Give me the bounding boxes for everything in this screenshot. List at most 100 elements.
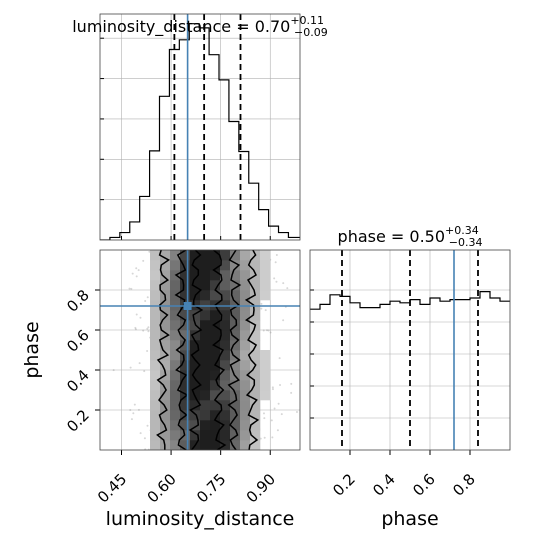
density-cell bbox=[170, 440, 181, 450]
title-minus: −0.09 bbox=[294, 26, 328, 39]
density-cell bbox=[210, 250, 221, 261]
density-cell bbox=[240, 330, 251, 341]
density-cell bbox=[240, 250, 251, 261]
density-cell bbox=[220, 250, 231, 261]
density-cell bbox=[150, 440, 161, 450]
scatter-point bbox=[271, 386, 274, 389]
density-cell bbox=[230, 300, 241, 311]
title-minus: −0.34 bbox=[449, 236, 483, 249]
y-tick-label: 0.4 bbox=[63, 366, 93, 396]
density-cell bbox=[190, 280, 201, 291]
density-cell bbox=[220, 340, 231, 351]
title-value: 0.50 bbox=[409, 227, 445, 246]
scatter-point bbox=[146, 327, 149, 330]
density-cell bbox=[160, 270, 171, 281]
scatter-point bbox=[128, 287, 131, 290]
density-cell bbox=[160, 410, 171, 421]
density-cell bbox=[250, 400, 261, 411]
density-cell bbox=[160, 280, 171, 291]
density-cell bbox=[200, 440, 211, 450]
density-cell bbox=[240, 430, 251, 441]
density-cell bbox=[250, 380, 261, 391]
scatter-point bbox=[129, 366, 132, 369]
density-cell bbox=[210, 280, 221, 291]
scatter-point bbox=[148, 250, 151, 253]
density-cell bbox=[210, 260, 221, 271]
density-cell bbox=[200, 270, 211, 281]
density-cell bbox=[220, 290, 231, 301]
y-tick-labels: 0.2 0.4 0.6 0.8 bbox=[63, 286, 93, 436]
panel-frame bbox=[99, 249, 301, 451]
density-cell bbox=[200, 330, 211, 341]
density-cell bbox=[250, 420, 261, 431]
density-cell bbox=[180, 350, 191, 361]
density-cell bbox=[150, 350, 161, 361]
density-cell bbox=[230, 290, 241, 301]
y-tick-label: 0.6 bbox=[63, 326, 93, 356]
density-cell bbox=[150, 250, 161, 261]
density-cell bbox=[220, 270, 231, 281]
density-cell bbox=[230, 330, 241, 341]
scatter-point bbox=[135, 267, 138, 270]
scatter-point bbox=[146, 424, 149, 427]
density-cell bbox=[160, 310, 171, 321]
density-cell bbox=[170, 330, 181, 341]
density-cell bbox=[250, 310, 261, 321]
density-cell bbox=[180, 340, 191, 351]
density-cell bbox=[190, 350, 201, 361]
scatter-point bbox=[144, 448, 147, 450]
density-cell bbox=[200, 400, 211, 411]
scatter-point bbox=[267, 329, 270, 332]
grid-lines bbox=[100, 14, 300, 240]
density-cell bbox=[240, 440, 251, 450]
scatter-point bbox=[263, 436, 266, 439]
density-cell bbox=[180, 330, 191, 341]
contour-line bbox=[244, 250, 260, 450]
density-cell bbox=[240, 270, 251, 281]
density-cell bbox=[230, 440, 241, 450]
quantile-lines bbox=[173, 14, 242, 240]
scatter-point bbox=[146, 349, 149, 352]
density-cell bbox=[180, 270, 191, 281]
density-cell bbox=[190, 420, 201, 431]
density-cell bbox=[210, 320, 221, 331]
panel-frame bbox=[309, 249, 511, 451]
x-tick-labels: 0.2 0.4 0.6 0.8 bbox=[329, 470, 479, 500]
density-cell bbox=[250, 350, 261, 361]
density-cell bbox=[260, 290, 271, 301]
scatter-point bbox=[142, 259, 145, 262]
density-cell bbox=[150, 290, 161, 301]
density-cell bbox=[240, 290, 251, 301]
density-cell bbox=[260, 390, 271, 401]
tick-marks bbox=[100, 37, 271, 240]
density-cell bbox=[150, 400, 161, 411]
scatter-point bbox=[282, 282, 285, 285]
density-cell bbox=[200, 370, 211, 381]
density-cell bbox=[180, 320, 191, 331]
x-tick-label: 0.4 bbox=[369, 470, 399, 500]
tick-marks bbox=[310, 289, 471, 455]
density-cell bbox=[240, 370, 251, 381]
scatter-point bbox=[260, 307, 263, 310]
density-cell bbox=[190, 340, 201, 351]
density-cell bbox=[250, 430, 261, 441]
density-cell bbox=[150, 390, 161, 401]
density-cell bbox=[190, 360, 201, 371]
density-cell bbox=[230, 260, 241, 271]
density-cell bbox=[230, 340, 241, 351]
density-cell bbox=[190, 380, 201, 391]
title-prefix: luminosity_distance = bbox=[72, 17, 254, 37]
scatter-point bbox=[143, 437, 146, 440]
density-cell bbox=[250, 410, 261, 421]
scatter-point bbox=[143, 370, 146, 373]
density-cell bbox=[200, 360, 211, 371]
density-cell bbox=[240, 320, 251, 331]
density-cell bbox=[170, 390, 181, 401]
scatter-point bbox=[263, 417, 266, 420]
scatter-point bbox=[146, 296, 149, 299]
density-cell bbox=[240, 280, 251, 291]
density-cell bbox=[200, 350, 211, 361]
density-cell bbox=[160, 320, 171, 331]
density-cell bbox=[200, 430, 211, 441]
